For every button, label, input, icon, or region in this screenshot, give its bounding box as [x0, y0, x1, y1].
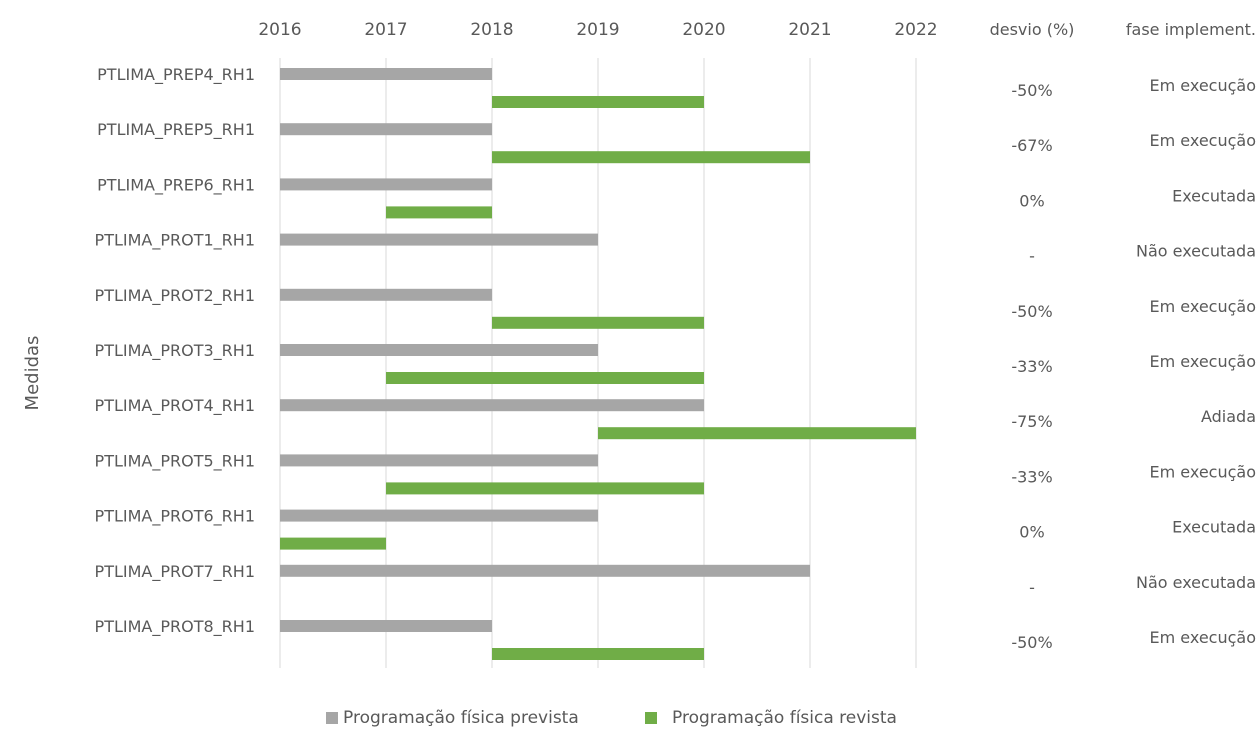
x-tick-label-2022: 2022 [894, 20, 937, 40]
desvio-value: -50% [1011, 302, 1052, 321]
bar-revista [598, 427, 916, 440]
bar-prevista [280, 454, 598, 467]
fase-value: Em execução [1150, 76, 1257, 95]
measure-label: PTLIMA_PREP6_RH1 [97, 175, 255, 195]
fase-column-header: fase implement. [1126, 20, 1256, 39]
bar-prevista [280, 564, 810, 577]
measure-label: PTLIMA_PROT7_RH1 [95, 562, 255, 582]
gantt-row: PTLIMA_PROT6_RH1 0% Executada [95, 507, 1256, 550]
desvio-value: 0% [1019, 523, 1044, 542]
bar-revista [492, 96, 704, 108]
bar-prevista [280, 68, 492, 80]
fase-value: Executada [1172, 186, 1256, 205]
gantt-row: PTLIMA_PREP4_RH1 -50% Em execução [97, 65, 1256, 108]
x-tick-label-2020: 2020 [682, 20, 725, 40]
x-tick-label-2018: 2018 [470, 20, 513, 40]
gantt-rows: PTLIMA_PREP4_RH1-50% Em execuçãoPTLIMA_PR… [95, 65, 1256, 660]
bar-prevista [280, 509, 598, 522]
bar-revista [386, 372, 704, 384]
desvio-value: - [1029, 247, 1035, 266]
gantt-row: PTLIMA_PROT5_RH1 -33% Em execução [95, 451, 1257, 495]
fase-value: Não executada [1136, 573, 1256, 592]
bar-revista [492, 316, 704, 329]
desvio-value: -33% [1011, 357, 1052, 376]
legend-label-revista: Programação física revista [672, 708, 897, 728]
bar-revista [492, 648, 704, 660]
legend-label-prevista: Programação física prevista [343, 708, 579, 728]
gantt-row: PTLIMA_PREP5_RH1 -67% Em execução [97, 120, 1257, 164]
bar-revista [280, 537, 386, 550]
gantt-row: PTLIMA_PREP6_RH1 0% Executada [97, 175, 1256, 219]
measure-label: PTLIMA_PROT3_RH1 [95, 341, 255, 361]
desvio-column-header: desvio (%) [990, 20, 1075, 39]
bar-revista [386, 206, 492, 219]
measure-label: PTLIMA_PROT6_RH1 [95, 507, 255, 527]
bar-prevista [280, 399, 704, 412]
measure-label: PTLIMA_PROT4_RH1 [95, 396, 255, 416]
legend: Programação física prevista Programação f… [326, 708, 897, 728]
bar-prevista [280, 620, 492, 632]
fase-value: Em execução [1150, 462, 1257, 481]
x-tick-label-2021: 2021 [788, 20, 831, 40]
fase-value: Não executada [1136, 242, 1256, 261]
bar-prevista [280, 123, 492, 136]
x-tick-label-2016: 2016 [258, 20, 301, 40]
desvio-value: -50% [1011, 633, 1052, 652]
legend-swatch-prevista [326, 712, 338, 724]
measure-label: PTLIMA_PROT5_RH1 [95, 451, 255, 471]
bar-prevista [280, 288, 492, 301]
desvio-value: 0% [1019, 191, 1044, 210]
gantt-row: PTLIMA_PROT1_RH1 - Não executada [95, 231, 1256, 266]
measure-label: PTLIMA_PROT2_RH1 [95, 286, 255, 306]
desvio-value: -33% [1011, 467, 1052, 486]
measure-label: PTLIMA_PREP5_RH1 [97, 120, 255, 140]
desvio-value: -50% [1011, 81, 1052, 100]
x-tick-label-2019: 2019 [576, 20, 619, 40]
bar-prevista [280, 344, 598, 356]
gantt-row: PTLIMA_PROT4_RH1 -75% Adiada [95, 396, 1256, 440]
x-tick-label-2017: 2017 [364, 20, 407, 40]
measure-label: PTLIMA_PROT1_RH1 [95, 231, 255, 251]
gantt-row: PTLIMA_PROT8_RH1 -50% Em execução [95, 617, 1256, 660]
fase-value: Em execução [1150, 131, 1257, 150]
gantt-row: PTLIMA_PROT7_RH1 - Não executada [95, 562, 1256, 597]
gantt-row: PTLIMA_PROT3_RH1 -33% Em execução [95, 341, 1256, 384]
measure-label: PTLIMA_PROT8_RH1 [95, 617, 255, 637]
y-axis-title: Medidas [22, 336, 43, 411]
gantt-row: PTLIMA_PROT2_RH1 -50% Em execução [95, 286, 1256, 329]
measure-label: PTLIMA_PREP4_RH1 [97, 65, 255, 85]
desvio-value: - [1029, 578, 1035, 597]
x-axis-tick-labels: 2016 2017 2018 2019 2020 2021 2022 [258, 20, 937, 40]
fase-value: Adiada [1201, 407, 1256, 426]
fase-value: Em execução [1150, 352, 1257, 371]
fase-value: Em execução [1150, 628, 1257, 647]
bar-revista [386, 482, 704, 495]
desvio-value: -75% [1011, 412, 1052, 431]
bar-prevista [280, 233, 598, 246]
legend-swatch-revista [645, 712, 657, 724]
fase-value: Em execução [1150, 297, 1257, 316]
desvio-value: -67% [1011, 136, 1052, 155]
bar-revista [492, 151, 810, 164]
fase-value: Executada [1172, 518, 1256, 537]
bar-prevista [280, 178, 492, 191]
